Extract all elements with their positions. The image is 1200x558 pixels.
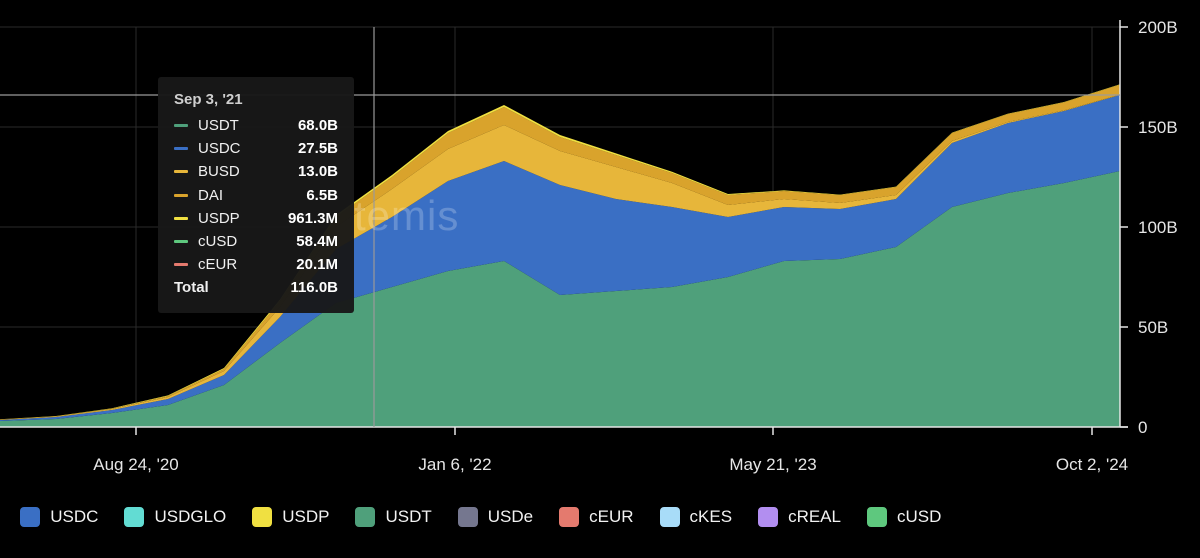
legend-item-cusd[interactable]: cUSD	[866, 507, 942, 527]
legend-label: USDC	[50, 507, 99, 526]
tooltip-date: Sep 3, '21	[174, 91, 243, 108]
y-tick-label-4: 200B	[1138, 18, 1178, 37]
tooltip-swatch	[174, 147, 188, 151]
legend-item-usdp[interactable]: USDP	[252, 507, 329, 527]
tooltip-swatch	[174, 240, 188, 244]
tooltip-series-name: USDP	[198, 209, 240, 227]
legend-swatch	[659, 507, 680, 527]
legend-label: USDP	[282, 507, 330, 526]
tooltip-series-name: BUSD	[198, 163, 240, 181]
legend-item-usdt[interactable]: USDT	[355, 507, 432, 527]
legend-swatch	[355, 507, 376, 527]
legend-item-ckes[interactable]: cKES	[659, 507, 733, 527]
tooltip-series-name: USDC	[198, 140, 241, 158]
tooltip-row-usdc: USDC 27.5B	[174, 137, 338, 160]
x-tick-label-1: Jan 6, '22	[418, 455, 491, 474]
tooltip-total-label: Total	[174, 279, 209, 297]
legend-item-ceur[interactable]: cEUR	[559, 507, 634, 527]
tooltip-series-value: 961.3M	[287, 209, 338, 227]
legend-item-creal[interactable]: cREAL	[758, 507, 841, 527]
tooltip: Sep 3, '21 USDT 68.0B USDC 27.5B BUSD 13.0B DA…	[158, 77, 354, 313]
legend-swatch	[457, 507, 478, 527]
y-tick-label-3: 150B	[1138, 118, 1178, 137]
legend-label: cREAL	[788, 507, 841, 526]
tooltip-row-ceur: cEUR 20.1M	[174, 253, 338, 276]
area-series-busd[interactable]	[0, 94, 1120, 420]
tooltip-row-dai: DAI 6.5B	[174, 184, 338, 207]
legend-item-usdglo[interactable]: USDGLO	[124, 507, 226, 527]
tooltip-total-row: Total 116.0B	[174, 276, 338, 299]
watermark-logo: temis	[354, 192, 459, 239]
tooltip-rows: USDT 68.0B USDC 27.5B BUSD 13.0B DAI 6.5B USDP 96…	[174, 114, 338, 276]
tooltip-series-value: 6.5B	[306, 186, 338, 204]
legend-item-usdc[interactable]: USDC	[20, 507, 98, 527]
tooltip-series-name: DAI	[198, 186, 224, 204]
legend-swatch	[20, 507, 41, 527]
legend-label: cEUR	[589, 507, 634, 526]
legend-label: cUSD	[896, 507, 942, 526]
legend-label: USDe	[487, 507, 534, 526]
tooltip-series-value: 20.1M	[296, 256, 338, 274]
area-series-dai[interactable]	[0, 84, 1120, 420]
legend-swatch	[866, 507, 887, 527]
legend-item-usde[interactable]: USDe	[457, 507, 534, 527]
tooltip-row-busd: BUSD 13.0B	[174, 160, 338, 183]
x-tick-label-2: May 21, '23	[729, 455, 816, 474]
legend-label: USDGLO	[154, 507, 227, 526]
tooltip-swatch	[174, 216, 188, 220]
tooltip-series-name: cEUR	[198, 256, 238, 274]
area-series-usdt[interactable]	[0, 171, 1120, 427]
tooltip-row-usdp: USDP 961.3M	[174, 207, 338, 230]
legend-swatch	[252, 507, 273, 527]
legend: DUSDCUSDGLOUSDPUSDTUSDecEURcKEScREALcUSD	[0, 504, 967, 530]
y-tick-label-0: 0	[1138, 418, 1147, 437]
legend-swatch	[559, 507, 580, 527]
tooltip-row-cusd: cUSD 58.4M	[174, 230, 338, 253]
tooltip-series-name: USDT	[198, 117, 239, 135]
tooltip-swatch	[174, 170, 188, 174]
tooltip-row-usdt: USDT 68.0B	[174, 114, 338, 137]
y-tick-label-1: 50B	[1138, 318, 1168, 337]
tooltip-total-value: 116.0B	[290, 279, 338, 297]
y-tick-label-2: 100B	[1138, 218, 1178, 237]
legend-swatch	[758, 507, 779, 527]
tooltip-series-value: 68.0B	[297, 117, 338, 135]
tooltip-series-value: 58.4M	[296, 233, 338, 251]
legend-label: USDT	[385, 507, 432, 526]
area-series-usdc[interactable]	[0, 95, 1120, 421]
legend-label: cKES	[689, 507, 733, 526]
tooltip-series-value: 13.0B	[297, 163, 338, 181]
x-tick-label-0: Aug 24, '20	[93, 455, 178, 474]
tooltip-swatch	[174, 124, 188, 128]
x-tick-label-3: Oct 2, '24	[1056, 455, 1128, 474]
tooltip-swatch	[174, 263, 188, 267]
legend-swatch	[124, 507, 145, 527]
tooltip-series-name: cUSD	[198, 233, 238, 251]
tooltip-swatch	[174, 193, 188, 197]
tooltip-series-value: 27.5B	[297, 140, 338, 158]
